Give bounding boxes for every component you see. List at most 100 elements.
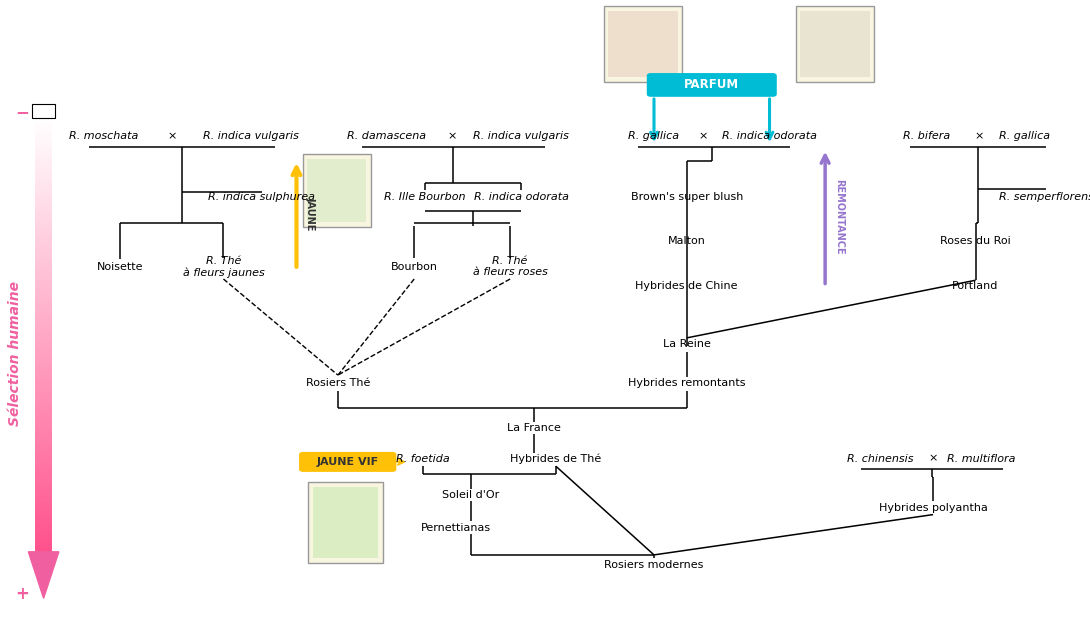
Text: R. gallica: R. gallica (629, 131, 679, 141)
Bar (36, 146, 52, 149)
Bar (36, 324, 52, 327)
Bar (36, 487, 52, 490)
Bar (36, 233, 52, 236)
Bar (36, 333, 52, 335)
Bar (36, 268, 52, 272)
Bar (36, 260, 52, 263)
Bar (36, 473, 52, 476)
Bar (313, 487, 378, 558)
Bar (36, 376, 52, 379)
Text: R. foetida: R. foetida (396, 454, 450, 464)
Bar (36, 169, 52, 172)
Bar (36, 294, 52, 298)
Bar (36, 202, 52, 204)
Text: R. indica sulphurea: R. indica sulphurea (208, 192, 315, 202)
Bar (36, 224, 52, 228)
Bar (36, 236, 52, 239)
Text: Roses du Roi: Roses du Roi (941, 236, 1010, 246)
Bar (36, 429, 52, 432)
Bar (36, 537, 52, 540)
Text: R. Thé
à fleurs roses: R. Thé à fleurs roses (473, 256, 547, 277)
Text: Noisette: Noisette (97, 262, 143, 272)
Bar (308, 482, 383, 563)
Bar (36, 444, 52, 446)
Bar (36, 388, 52, 391)
Text: JAUNE VIF: JAUNE VIF (317, 457, 378, 467)
Bar (36, 476, 52, 479)
Text: Hybrides polyantha: Hybrides polyantha (879, 503, 988, 513)
Bar (36, 359, 52, 362)
Bar (36, 441, 52, 444)
Bar (36, 122, 52, 125)
Text: Sélection humaine: Sélection humaine (9, 281, 22, 426)
Bar (36, 192, 52, 195)
Bar (36, 397, 52, 400)
Text: R. chinensis: R. chinensis (847, 454, 915, 464)
Text: Bourbon: Bourbon (390, 262, 438, 272)
Bar (36, 157, 52, 161)
Bar (36, 423, 52, 426)
Bar (608, 11, 678, 77)
Text: Brown's super blush: Brown's super blush (630, 192, 743, 202)
Bar (36, 520, 52, 523)
Text: R. multiflora: R. multiflora (947, 454, 1015, 464)
Text: JAUNE: JAUNE (305, 197, 316, 231)
Bar (36, 490, 52, 494)
Bar (36, 470, 52, 473)
Bar (36, 356, 52, 359)
Bar (36, 432, 52, 435)
Bar (36, 409, 52, 412)
Bar (36, 531, 52, 534)
Bar (36, 327, 52, 330)
Bar (36, 120, 52, 122)
Bar (36, 494, 52, 496)
Bar (36, 304, 52, 306)
Bar (36, 339, 52, 342)
Bar (36, 228, 52, 231)
Bar (36, 514, 52, 516)
Bar (36, 190, 52, 192)
Text: ×: × (699, 131, 707, 141)
Text: Portland: Portland (953, 281, 998, 291)
Bar (36, 272, 52, 274)
Text: R. damascena: R. damascena (348, 131, 426, 141)
Bar (36, 195, 52, 198)
Bar (36, 461, 52, 464)
Bar (36, 149, 52, 152)
Bar (36, 277, 52, 280)
Bar (36, 231, 52, 233)
Bar (800, 11, 870, 77)
Text: ×: × (929, 454, 937, 464)
Bar (36, 280, 52, 283)
Text: Hybrides de Chine: Hybrides de Chine (635, 281, 738, 291)
Bar (36, 335, 52, 339)
Text: R. indica vulgaris: R. indica vulgaris (203, 131, 299, 141)
Bar (36, 511, 52, 514)
Bar (36, 499, 52, 502)
Text: R. gallica: R. gallica (1000, 131, 1050, 141)
Bar (36, 213, 52, 216)
Bar (36, 505, 52, 508)
Text: Rosiers Thé: Rosiers Thé (305, 378, 371, 388)
Bar (36, 350, 52, 353)
Bar (36, 385, 52, 388)
Bar (36, 318, 52, 321)
Bar (36, 222, 52, 224)
Bar (36, 265, 52, 268)
Text: ×: × (168, 131, 177, 141)
Bar (36, 204, 52, 207)
Bar (36, 289, 52, 292)
Bar (36, 467, 52, 470)
Bar (36, 508, 52, 511)
Bar (36, 391, 52, 394)
Bar (36, 274, 52, 277)
Bar (36, 496, 52, 499)
Text: R. moschata: R. moschata (69, 131, 138, 141)
Bar (36, 438, 52, 441)
Bar (36, 456, 52, 458)
Bar (36, 128, 52, 131)
Bar (36, 161, 52, 163)
Bar (36, 394, 52, 397)
Bar (36, 143, 52, 146)
Bar (36, 412, 52, 415)
